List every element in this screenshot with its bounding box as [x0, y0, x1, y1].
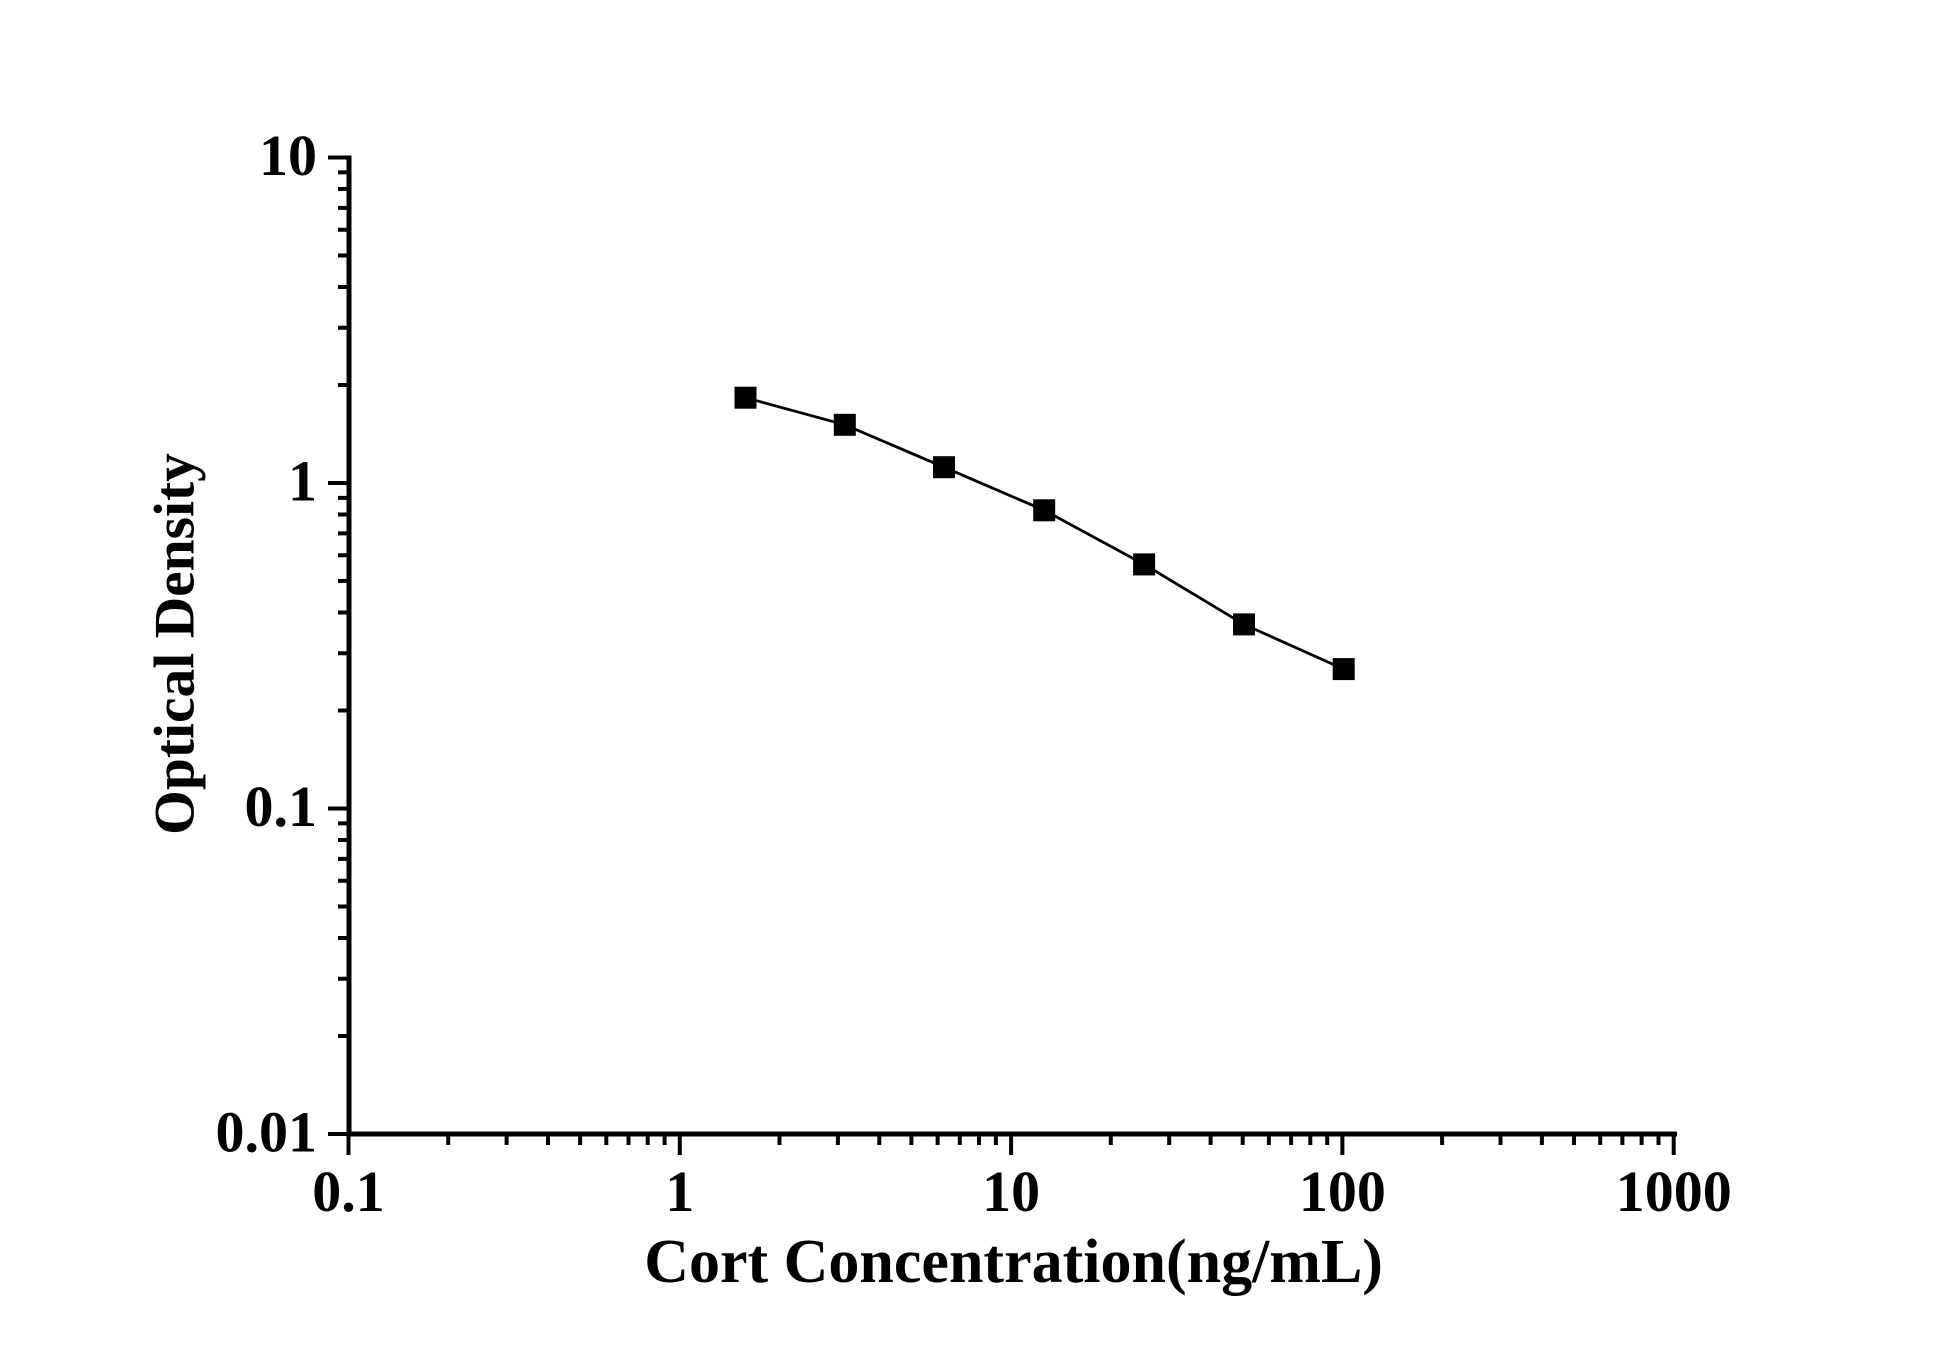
svg-text:0.01: 0.01	[216, 1100, 318, 1165]
svg-text:Optical Density: Optical Density	[144, 453, 207, 835]
svg-text:0.1: 0.1	[245, 774, 318, 839]
svg-text:0.1: 0.1	[312, 1159, 385, 1224]
svg-text:1000: 1000	[1616, 1159, 1732, 1224]
svg-text:1: 1	[288, 449, 317, 514]
svg-text:10: 10	[259, 123, 317, 188]
svg-text:1: 1	[665, 1159, 694, 1224]
svg-text:Cort Concentration(ng/mL): Cort Concentration(ng/mL)	[644, 1228, 1383, 1296]
svg-text:10: 10	[982, 1159, 1040, 1224]
svg-text:100: 100	[1299, 1159, 1386, 1224]
